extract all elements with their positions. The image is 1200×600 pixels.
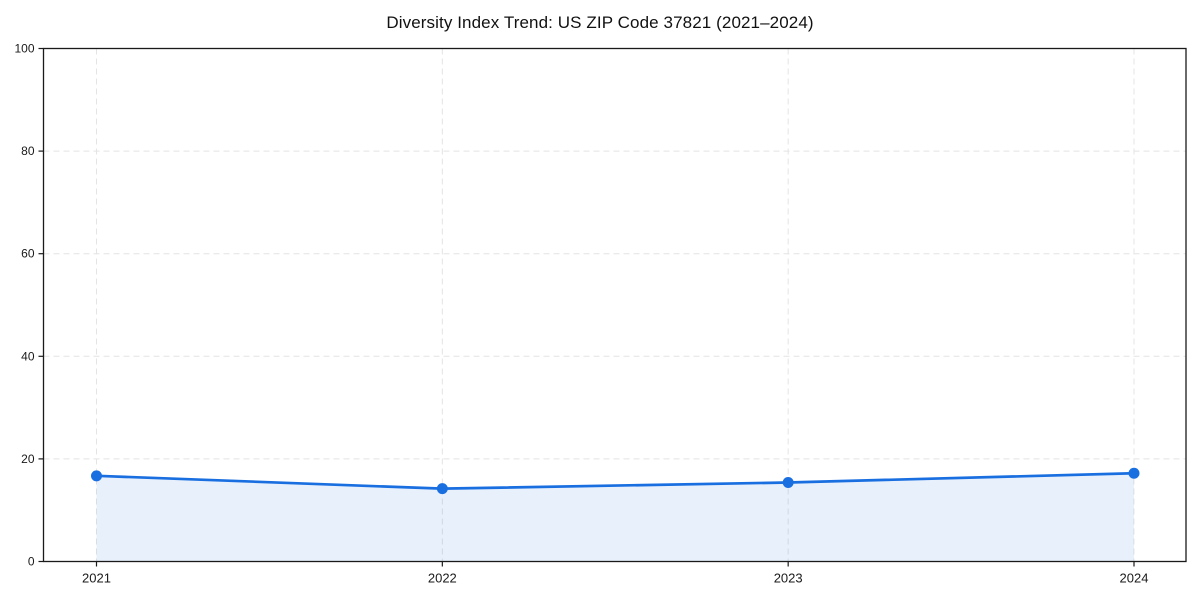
y-tick-label: 20 bbox=[21, 452, 35, 466]
area-fill bbox=[96, 473, 1134, 562]
y-tick-label: 100 bbox=[14, 42, 34, 56]
trend-line bbox=[95, 471, 1136, 491]
chart-title: Diversity Index Trend: US ZIP Code 37821… bbox=[386, 13, 814, 32]
x-tick-label: 2022 bbox=[428, 571, 457, 586]
data-point bbox=[782, 476, 794, 488]
y-tick-label: 0 bbox=[28, 555, 35, 569]
plot-border bbox=[42, 47, 1187, 563]
y-tick-label: 80 bbox=[21, 144, 35, 158]
y-tick-label: 60 bbox=[21, 247, 35, 261]
x-tick-label: 2023 bbox=[774, 571, 803, 586]
y-tick-label: 40 bbox=[21, 349, 35, 363]
data-point bbox=[1128, 467, 1140, 479]
data-point bbox=[91, 470, 102, 482]
data-point bbox=[436, 483, 448, 495]
x-tick-label: 2021 bbox=[82, 571, 111, 586]
x-tick-label: 2024 bbox=[1120, 571, 1149, 586]
